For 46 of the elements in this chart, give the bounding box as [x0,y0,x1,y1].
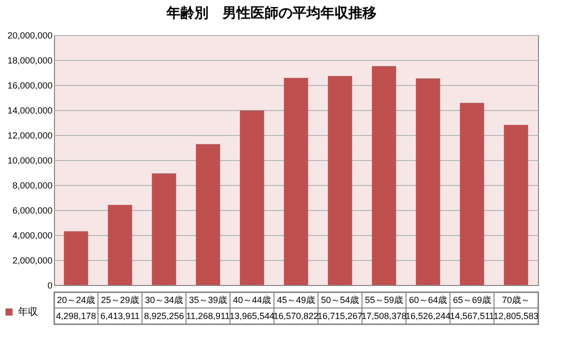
y-tick-label: 6,000,000 [12,206,52,216]
legend-label: 年収 [18,306,38,318]
y-tick-label: 0 [47,280,52,290]
data-label: 8,925,256 [144,311,184,321]
x-tick-label: 50～54歳 [320,295,360,305]
bar [460,102,484,285]
y-tick-label: 4,000,000 [12,230,52,240]
y-tick-label: 2,000,000 [12,256,52,266]
x-tick-label: 40～44歳 [232,295,272,305]
data-label: 12,805,583 [493,311,539,321]
y-tick-label: 16,000,000 [7,80,52,90]
data-label: 16,715,267 [317,311,363,321]
y-tick-label: 8,000,000 [12,180,52,190]
data-label: 11,268,911 [186,311,230,321]
bar [108,204,132,285]
bar [328,76,352,285]
x-tick-label: 60～64歳 [408,295,448,305]
y-tick-label: 14,000,000 [7,106,52,116]
bar [64,231,88,285]
data-label: 4,298,178 [56,311,96,321]
bar [372,66,396,285]
bar [196,144,220,285]
x-tick-label: 30～34歳 [144,295,184,305]
data-label: 17,508,378 [361,311,407,321]
data-label: 16,570,822 [273,311,319,321]
y-tick-label: 12,000,000 [7,130,52,140]
y-tick-label: 18,000,000 [7,56,52,66]
x-tick-label: 65～69歳 [452,295,492,305]
x-tick-label: 70歳～ [502,295,530,305]
bar [152,173,176,285]
bar [504,124,528,285]
bar [284,78,308,285]
data-label: 14,567,511 [450,311,494,321]
data-label: 16,526,244 [405,311,451,321]
chart-title: 年齢別 男性医師の平均年収推移 [166,6,377,22]
x-tick-label: 20～24歳 [56,295,96,305]
y-tick-label: 20,000,000 [7,30,52,40]
bar [240,110,264,285]
x-tick-label: 25～29歳 [100,295,140,305]
data-label: 6,413,911 [100,311,140,321]
x-tick-label: 35～39歳 [188,295,228,305]
x-tick-label: 45～49歳 [276,295,316,305]
bar [416,78,440,285]
y-tick-label: 10,000,000 [7,156,52,166]
x-tick-label: 55～59歳 [364,295,404,305]
data-label: 13,965,544 [229,311,275,321]
